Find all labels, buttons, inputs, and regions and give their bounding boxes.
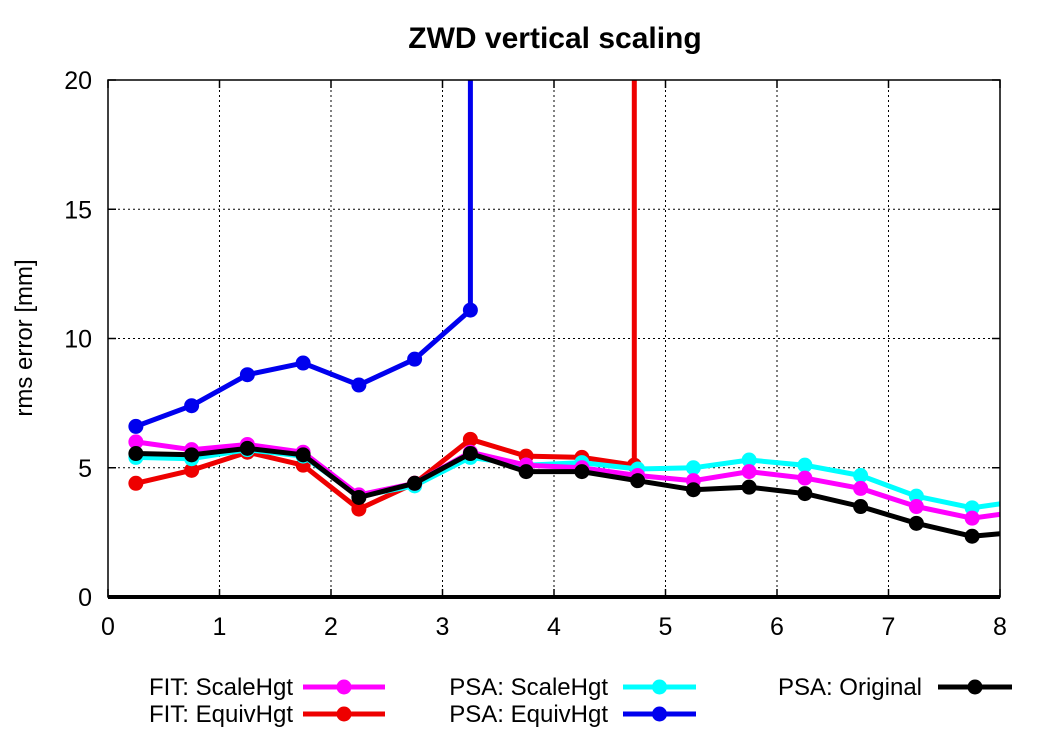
y-tick-label: 20	[64, 67, 92, 95]
legend-label: PSA: ScaleHgt	[449, 674, 608, 701]
data-point	[351, 501, 367, 517]
data-point	[741, 464, 757, 480]
y-tick-label: 5	[78, 455, 92, 483]
x-tick-label: 4	[547, 613, 561, 641]
data-point	[741, 479, 757, 495]
legend-label: PSA: EquivHgt	[449, 701, 608, 728]
y-tick-label: 15	[64, 196, 92, 224]
legend-entry: FIT: ScaleHgt	[149, 674, 385, 701]
data-point	[853, 468, 869, 484]
series-line	[135, 80, 473, 429]
legend-entry: PSA: ScaleHgt	[449, 674, 696, 701]
grid-layer	[108, 80, 1000, 599]
legend-entry: FIT: EquivHgt	[149, 701, 385, 728]
data-point	[797, 486, 813, 502]
y-tick-label: 0	[78, 584, 92, 612]
data-point	[407, 475, 423, 491]
data-point	[518, 464, 534, 480]
data-point	[462, 446, 478, 462]
y-tick-label: 10	[64, 326, 92, 354]
data-point	[239, 440, 255, 456]
data-point	[462, 302, 478, 318]
data-point	[128, 418, 144, 434]
data-point	[128, 434, 144, 450]
data-point	[351, 489, 367, 505]
data-point	[239, 367, 255, 383]
legend-entry: PSA: EquivHgt	[449, 701, 696, 728]
legend-marker	[336, 706, 352, 722]
series-psa-original	[128, 440, 1000, 544]
data-point	[128, 446, 144, 462]
series-psa-scalehgt	[128, 442, 1000, 516]
data-point	[853, 480, 869, 496]
series-line	[135, 80, 637, 512]
data-point	[797, 470, 813, 486]
data-point	[184, 398, 200, 414]
legend-marker	[336, 679, 352, 695]
series-layer	[128, 80, 1000, 544]
data-point	[853, 499, 869, 515]
chart-title: ZWD vertical scaling	[408, 22, 701, 55]
legend-label: FIT: EquivHgt	[149, 701, 293, 728]
legend-entry: PSA: Original	[778, 674, 1012, 701]
legend-marker	[652, 706, 667, 722]
data-point	[908, 515, 924, 531]
legend-marker	[652, 679, 667, 695]
data-point	[574, 464, 590, 480]
data-point	[685, 460, 701, 476]
x-tick-label: 0	[101, 613, 115, 641]
data-point	[351, 377, 367, 393]
x-tick-label: 8	[993, 613, 1007, 641]
y-axis-label: rms error [mm]	[11, 259, 38, 416]
x-tick-label: 5	[659, 613, 673, 641]
legend-label: PSA: Original	[778, 674, 922, 701]
data-point	[964, 510, 980, 526]
data-point	[630, 473, 646, 489]
data-point	[908, 499, 924, 515]
data-point	[964, 528, 980, 544]
x-tick-label: 7	[882, 613, 896, 641]
tick-layer: 0 1 2 3 4 5 6 7 8 0 5 10 15 20	[64, 67, 1007, 641]
data-point	[797, 457, 813, 473]
data-point	[964, 500, 980, 516]
data-point	[295, 355, 311, 371]
series-psa-equivhgt	[128, 80, 478, 434]
data-point	[295, 447, 311, 463]
x-tick-label: 3	[436, 613, 450, 641]
data-point	[741, 452, 757, 468]
data-point	[407, 351, 423, 367]
data-point	[685, 482, 701, 498]
data-point	[184, 462, 200, 478]
data-point	[908, 488, 924, 504]
x-tick-label: 1	[213, 613, 227, 641]
legend-label: FIT: ScaleHgt	[149, 674, 293, 701]
legend-marker	[967, 679, 983, 695]
x-tick-label: 6	[770, 613, 784, 641]
data-point	[184, 447, 200, 463]
data-point	[462, 431, 478, 447]
data-point	[128, 475, 144, 491]
x-tick-label: 2	[324, 613, 338, 641]
